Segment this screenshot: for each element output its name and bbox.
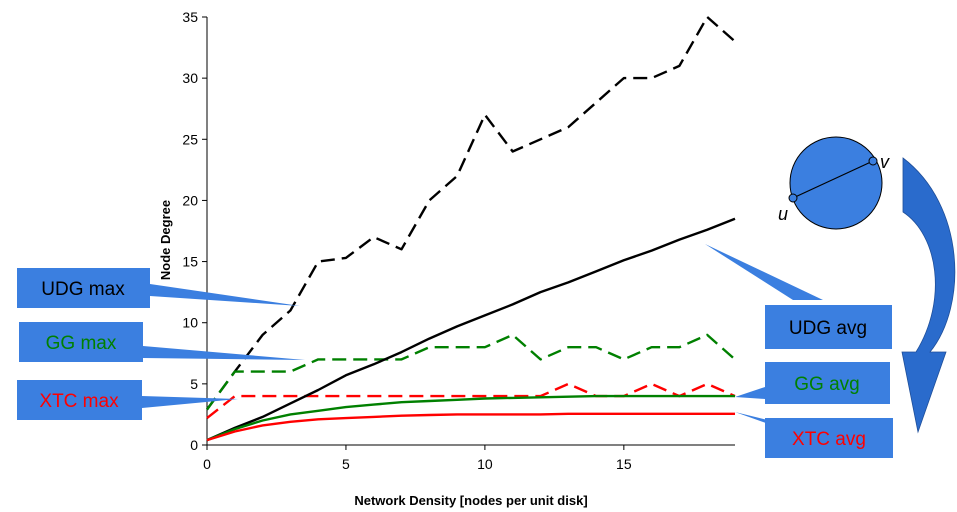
xtc-avg-callout: XTC avg	[765, 418, 893, 458]
unit-disk-circle	[789, 136, 883, 230]
udg-max-line	[206, 15, 736, 411]
series-layer	[206, 15, 736, 442]
y-tick-label: 25	[182, 131, 198, 147]
curved-arrow	[901, 157, 956, 434]
y-tick-label: 10	[182, 315, 198, 331]
gg-avg-box	[765, 362, 890, 404]
node-u	[788, 193, 798, 203]
xtc-avg-line	[206, 412, 735, 442]
y-axis-title: Node Degree	[158, 200, 173, 280]
node-v	[868, 156, 878, 166]
xtc-avg-box	[765, 418, 893, 458]
unit-disk-diagram: u v	[778, 136, 956, 434]
gg-avg-callout: GG avg	[765, 362, 890, 404]
udg-avg-callout: UDG avg	[765, 305, 892, 349]
gg-max-callout: GG max	[19, 322, 143, 362]
x-axis-title: Network Density [nodes per unit disk]	[354, 493, 587, 508]
xtc-avg-label: XTC avg	[792, 429, 866, 450]
udg-avg-pointer	[705, 244, 823, 300]
xtc-max-box	[17, 380, 142, 420]
y-tick-label: 15	[182, 254, 198, 270]
y-tick-label: 20	[182, 192, 198, 208]
x-tick-label: 0	[203, 456, 211, 472]
x-tick-label: 5	[342, 456, 350, 472]
gg-max-line	[206, 333, 736, 411]
udg-max-pointer	[150, 284, 300, 306]
udg-avg-line	[206, 217, 736, 442]
udg-avg-label: UDG avg	[789, 318, 867, 339]
y-tick-label: 30	[182, 70, 198, 86]
udg-max-box	[17, 268, 150, 308]
gg-max-label: GG max	[46, 333, 117, 354]
y-tick-label: 35	[182, 9, 198, 25]
udg-max-label: UDG max	[41, 279, 125, 300]
edge-uv	[792, 160, 874, 199]
node-v-label: v	[880, 152, 890, 172]
xtc-max-callout: XTC max	[17, 380, 142, 420]
udg-avg-box	[765, 305, 892, 349]
gg-avg-line	[206, 394, 735, 442]
callout-boxes: UDG max GG max XTC max UDG avg GG avg XT…	[17, 268, 893, 458]
gg-avg-label: GG avg	[794, 374, 859, 395]
gg-avg-pointer	[735, 387, 765, 399]
callout-pointers	[142, 244, 823, 428]
gg-max-box	[19, 322, 143, 362]
x-tick-label: 15	[616, 456, 632, 472]
gg-max-pointer	[143, 346, 305, 360]
udg-max-callout: UDG max	[17, 268, 150, 308]
node-u-label: u	[778, 204, 788, 224]
y-tick-label: 0	[190, 437, 198, 453]
x-tick-label: 10	[477, 456, 493, 472]
axes: 0 5 10 15 20 25 30 35 0 5 10 15 Network Density [nod…	[158, 9, 735, 508]
xtc-max-line	[206, 382, 736, 420]
xtc-max-label: XTC max	[39, 391, 119, 412]
y-tick-label: 5	[190, 376, 198, 392]
xtc-max-pointer	[142, 396, 238, 408]
